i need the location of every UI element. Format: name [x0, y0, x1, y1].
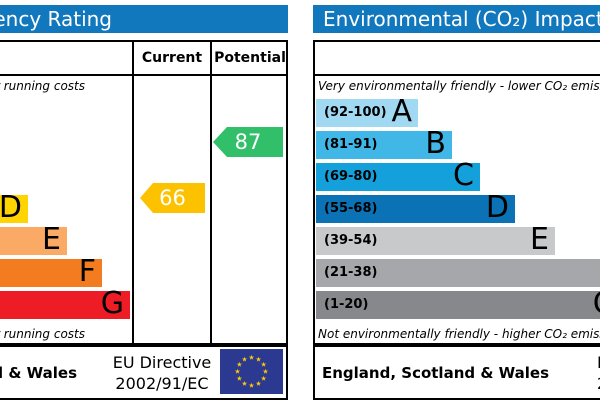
energy-bottom-note: Not energy efficient - higher running co… — [0, 327, 85, 341]
band-letter: D — [0, 190, 22, 225]
energy-top-note: Very energy efficient - lower running co… — [0, 79, 85, 93]
current-rating-value: 66 — [159, 186, 186, 210]
band-range-label: (21-38) — [324, 265, 378, 280]
co2-band-b: (81-91) B — [316, 126, 452, 161]
energy-rating-title: Energy Efficiency Rating — [0, 7, 112, 31]
energy-band-e: E — [0, 222, 67, 257]
band-letter: F — [599, 257, 600, 287]
current-column-header: Current — [141, 50, 203, 66]
band-letter: D — [485, 190, 509, 225]
eu-directive-label: EU Directive 2002/91/EC — [112, 353, 212, 393]
co2-band-e: (39-54) E — [316, 222, 555, 257]
energy-band-f: F — [0, 254, 102, 289]
energy-rating-header: Energy Efficiency Rating — [0, 5, 288, 33]
current-rating-arrow: 66 — [140, 183, 205, 213]
band-letter: C — [453, 158, 474, 193]
band-letter: E — [530, 222, 549, 257]
co2-band-f: (21-38) F — [316, 257, 600, 287]
co2-top-note: Very environmentally friendly - lower CO… — [318, 79, 600, 93]
co2-rating-title: Environmental (CO₂) Impact Rating — [323, 7, 600, 31]
co2-band-c: (69-80) C — [316, 158, 480, 193]
band-letter: F — [78, 254, 96, 289]
band-letter: B — [425, 126, 446, 161]
energy-rating-table — [0, 40, 288, 345]
co2-bottom-note: Not environmentally friendly - higher CO… — [318, 327, 600, 341]
band-range-label: (39-54) — [324, 233, 378, 248]
band-range-label: (69-80) — [324, 169, 378, 184]
band-range-label: (81-91) — [324, 137, 378, 152]
band-range-label: (1-20) — [324, 297, 369, 312]
band-range-label: (92-100) — [324, 105, 387, 120]
energy-region-label: England & Wales — [0, 364, 77, 382]
energy-band-g: G — [0, 286, 130, 321]
band-letter: G — [593, 289, 600, 319]
co2-rating-table — [313, 40, 600, 345]
co2-region-label: England, Scotland & Wales — [322, 364, 550, 382]
eu-directive-label-partial: EU Directive 2002/91/EC — [597, 352, 600, 394]
potential-column-header: Potential — [214, 50, 286, 66]
energy-band-d: D — [0, 190, 28, 225]
co2-header-row-divider — [315, 74, 600, 76]
co2-footer — [313, 345, 600, 400]
potential-column-divider — [210, 40, 212, 345]
band-letter: G — [100, 286, 124, 321]
energy-footer — [0, 345, 288, 400]
band-letter: E — [42, 222, 61, 257]
energy-header-row-divider — [0, 74, 288, 76]
band-letter: A — [391, 94, 412, 129]
co2-band-d: (55-68) D — [316, 190, 515, 225]
co2-rating-header: Environmental (CO₂) Impact Rating — [313, 5, 600, 33]
current-column-divider — [132, 40, 134, 345]
potential-rating-value: 87 — [234, 130, 262, 154]
co2-band-a: (92-100) A — [316, 94, 418, 129]
eu-flag-icon — [220, 349, 283, 394]
co2-band-g: (1-20) G — [316, 289, 600, 319]
potential-rating-arrow: 87 — [213, 127, 283, 157]
band-range-label: (55-68) — [324, 201, 378, 216]
